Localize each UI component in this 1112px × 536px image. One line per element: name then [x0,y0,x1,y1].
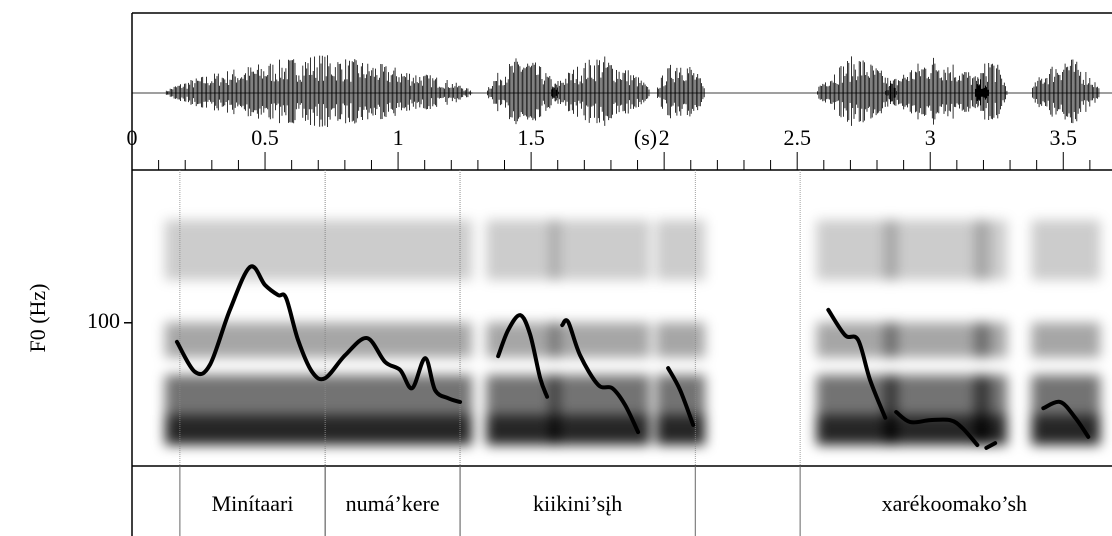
spectral-band [164,375,473,415]
spectral-band [1031,220,1101,280]
f0-contour [984,441,998,450]
spectral-band [486,220,560,280]
waveform [132,55,1112,127]
spectral-band [164,415,473,445]
spectral-band [884,322,990,358]
y-tick-label: 100 [87,308,120,333]
x-axis-label: (s) [634,125,657,150]
f0-contour [894,410,980,447]
spectral-band [816,415,898,445]
f0-contour [496,313,550,399]
f0-contour [1041,399,1091,439]
spectral-band [974,220,1008,280]
x-tick-label: 1.5 [517,125,545,150]
x-tick-label: 3.5 [1050,125,1078,150]
spectral-band [550,375,651,415]
spectral-band [974,322,1008,358]
f0-contour [666,366,696,427]
x-tick-label: 0 [127,125,138,150]
spectral-band [486,322,560,358]
x-tick-label: 3 [925,125,936,150]
f0-contour [174,264,463,405]
word-label: kiikini’sįh [533,491,622,516]
spectral-band [816,220,898,280]
word-label: xarékoomako’sh [882,491,1027,516]
spectral-band [656,220,706,280]
spectral-band [816,375,898,415]
spectral-band [974,375,1008,415]
spectral-band [656,322,706,358]
spectral-band [1031,322,1101,358]
word-label: Minítaari [212,491,294,516]
spectral-band [656,415,706,445]
word-label: numá’kere [346,491,440,516]
spectral-band [486,415,560,445]
x-tick-label: 1 [393,125,404,150]
x-tick-label: 2.5 [783,125,811,150]
spectral-band [1031,415,1101,445]
spectral-band [550,220,651,280]
f0-contour [560,318,641,435]
spectral-band [884,375,990,415]
spectral-band [164,322,473,358]
f0-contour [826,307,888,420]
y-axis-label: F0 (Hz) [25,283,50,352]
spectrogram [164,220,1101,445]
spectral-band [550,322,651,358]
spectral-band [164,220,473,280]
spectral-band [884,220,990,280]
x-tick-label: 0.5 [251,125,279,150]
spectral-band [974,415,1008,445]
x-tick-label: 2 [659,125,670,150]
